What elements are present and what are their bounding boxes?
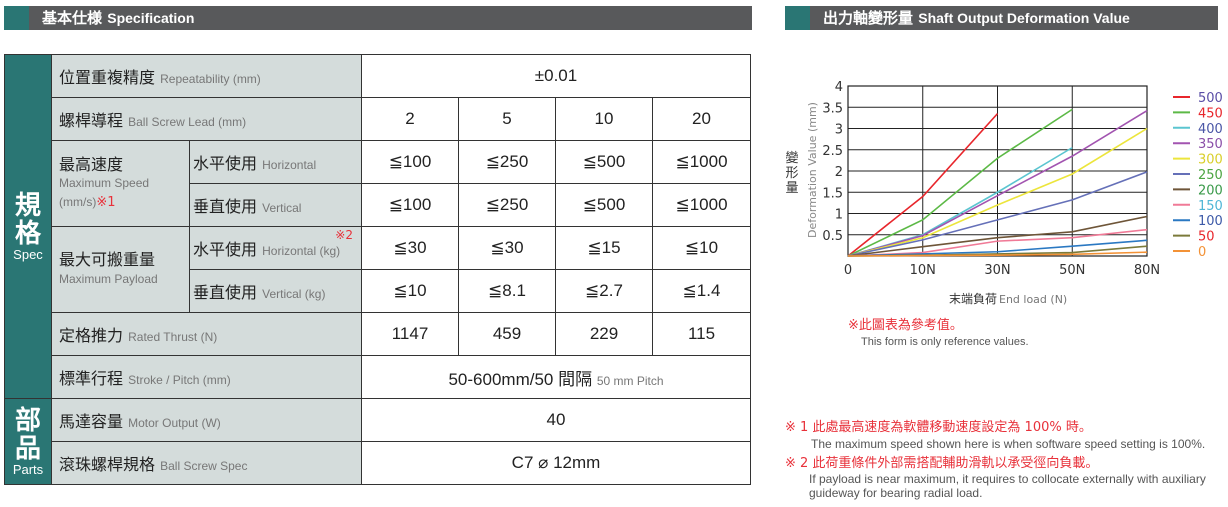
- legend-label: 100: [1198, 214, 1223, 229]
- y-axis-label: 形: [785, 166, 798, 181]
- y-tick-label: 3.5: [822, 101, 843, 116]
- chart-header: 出力軸變形量 Shaft Output Deformation Value: [785, 6, 1218, 30]
- y-axis-label: 變: [785, 150, 798, 166]
- legend-label: 500: [1198, 91, 1223, 106]
- legend-label: 150: [1198, 199, 1223, 214]
- group-parts: 部品 Parts: [4, 398, 52, 485]
- legend-label: 400: [1198, 122, 1223, 137]
- y-tick-label: 2.5: [822, 144, 843, 159]
- legend-label: 200: [1198, 183, 1223, 198]
- series-line-250: [847, 171, 1148, 257]
- y-tick-label: 1: [835, 208, 843, 223]
- y-tick-label: 1.5: [822, 186, 843, 201]
- y-tick-label: 3: [835, 123, 843, 138]
- y-tick-label: 2: [835, 165, 843, 180]
- series-line-200: [847, 215, 1148, 257]
- footnote-2: ※ 2 此荷重條件外部需搭配輔助滑軌以承受徑向負載。 If payload is …: [785, 456, 1206, 500]
- group-spec: 規格 Spec: [4, 54, 52, 399]
- y-axis-label: 量: [785, 181, 798, 196]
- spec-header: 基本仕様 Specification: [4, 6, 752, 30]
- series-line-350: [847, 109, 1148, 257]
- series-line-0: [847, 251, 1148, 257]
- table-row: 螺桿導程 Ball Screw Lead (mm) 2 5 10 20: [5, 97, 751, 141]
- table-row: 標準行程 Stroke / Pitch (mm) 50-600mm/50 間隔 …: [5, 355, 751, 399]
- legend-label: 250: [1198, 168, 1223, 183]
- footnote-1: ※ 1 此處最高速度為軟體移動速度設定為 100% 時。 The maximum …: [785, 420, 1206, 451]
- spec-table: 規格 Spec 位置重複精度 Repeatability (mm) ±0.01 螺…: [4, 54, 751, 485]
- table-row: 最大可搬重量 Maximum Payload ※2 水平使用 Horizontal …: [5, 226, 751, 313]
- x-tick-label: 80N: [1134, 263, 1160, 278]
- x-tick-label: 50N: [1059, 263, 1085, 278]
- y-tick-label: 4: [835, 80, 843, 95]
- table-row: 規格 Spec 位置重複精度 Repeatability (mm) ±0.01: [4, 54, 751, 399]
- series-line-100: [847, 239, 1148, 257]
- table-row: 滾珠螺桿規格 Ball Screw Spec C7 ⌀ 12mm: [5, 441, 751, 485]
- table-row: 最高速度 Maximum Speed (mm/s)※1 水平使用 Horizonta…: [5, 140, 751, 227]
- x-axis-label-en: End load (N): [999, 293, 1067, 306]
- y-tick-label: 0.5: [822, 229, 843, 244]
- series-line-500: [847, 113, 999, 257]
- x-tick-label: 30N: [984, 263, 1010, 278]
- legend-label: 300: [1198, 153, 1223, 168]
- legend-label: 0: [1198, 245, 1206, 260]
- series-line-150: [847, 228, 1148, 257]
- series-line-450: [847, 108, 1073, 257]
- deformation-chart: 0.5 1 1.5 2 2.5 3 3.5 4 0 10N 30N 50N 80N 末端負荷 End loa…: [785, 80, 1223, 306]
- chart-note: ※此圖表為參考值。 This form is only reference val…: [848, 318, 1029, 348]
- series-line-300: [847, 127, 1148, 257]
- table-row: 垂直使用 Vertical ≦100 ≦250 ≦500 ≦1000: [5, 183, 751, 227]
- table-row: 定格推力 Rated Thrust (N) 1147 459 229 115: [5, 312, 751, 356]
- legend-label: 450: [1198, 106, 1223, 121]
- y-axis-label-en: Deformation Value (mm): [806, 102, 819, 238]
- legend-label: 50: [1198, 230, 1215, 245]
- x-axis-label: 末端負荷: [949, 292, 997, 306]
- x-tick-label: 0: [844, 263, 852, 278]
- legend-label: 350: [1198, 137, 1223, 152]
- table-row: 部品 Parts 馬達容量 Motor Output (W) 40: [4, 398, 751, 485]
- x-tick-label: 10N: [910, 263, 936, 278]
